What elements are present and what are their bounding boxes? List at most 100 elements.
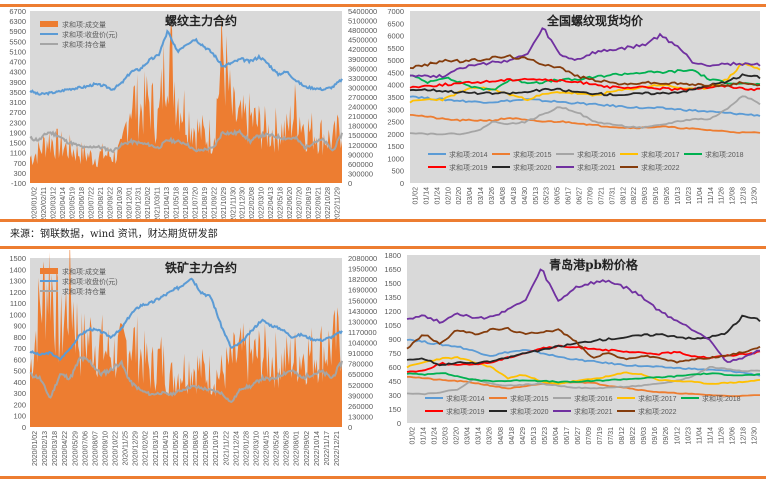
y-tick-label: 1200 — [384, 307, 401, 316]
x-tick-label: 2022/09/02 — [304, 431, 311, 466]
y-right-tick-label: 520000 — [348, 381, 373, 390]
x-tick-label: 05/13 — [533, 187, 540, 205]
y-tick-label: 4000 — [387, 81, 404, 90]
x-tick-label: 2022/05/24 — [274, 431, 281, 466]
x-tick-label: 10/13 — [675, 187, 682, 205]
x-tick-label: 09/16 — [652, 427, 659, 445]
iron-ore-main-svg: 0 100 200 300 400 500 600 700 800 900 1000 1100 1200… — [9, 250, 377, 466]
legend-label: 求和项:2022 — [641, 163, 680, 172]
x-tick-label: 09/03 — [642, 187, 649, 205]
x-tick-label: 2020/08/21 — [98, 187, 105, 220]
x-tick-label: 2020/06/18 — [79, 187, 86, 220]
y-left-tick-label: 100 — [13, 412, 26, 421]
legend-label: 求和项:2019 — [449, 163, 488, 172]
y-right-tick-label: 900000 — [348, 150, 373, 159]
x-tick-label: 2021/11/22 — [223, 431, 230, 466]
y-tick-label: 900 — [388, 335, 401, 344]
x-tick-label: 2022/10/14 — [314, 431, 321, 466]
y-right-tick-label: 1500000 — [348, 131, 377, 140]
source-note: 来源：钢联数据，wind 资讯，财达期货研发部 — [10, 229, 218, 240]
y-right-tick-label: 1300000 — [348, 317, 377, 326]
x-tick-label: 12/18 — [740, 427, 747, 445]
legend-label: 求和项:收盘价(元) — [62, 30, 118, 39]
x-tick-label: 01/02 — [410, 427, 417, 445]
legend-label: 求和项:2018 — [705, 150, 744, 159]
x-tick-label: 04/08 — [500, 187, 507, 205]
x-tick-label: 2020/01/02 — [32, 187, 39, 220]
x-tick-label: 06/27 — [575, 427, 582, 445]
legend-label: 求和项:成交量 — [62, 20, 106, 29]
y-right-tick-label: 2080000 — [348, 254, 377, 263]
series-line — [406, 356, 761, 386]
y-left-tick-label: 1500 — [9, 139, 26, 148]
y-tick-label: 1000 — [387, 154, 404, 163]
x-tick-label: 06/17 — [564, 427, 571, 445]
x-tick-label: 10/23 — [686, 187, 693, 205]
x-tick-label: 12/30 — [752, 187, 759, 205]
chart-title: 青岛港pb粉价格 — [549, 257, 639, 272]
x-tick-label: 05/13 — [531, 427, 538, 445]
x-tick-label: 03/04 — [465, 427, 472, 445]
y-left-tick-label: 2700 — [9, 108, 26, 117]
y-tick-label: 0 — [400, 179, 404, 188]
legend-label: 求和项:2017 — [638, 394, 677, 403]
y-right-tick-label: 3300000 — [348, 74, 377, 83]
x-tick-label: 02/03 — [443, 427, 450, 445]
x-tick-label: 2021/06/30 — [183, 431, 190, 466]
x-tick-label: 2022/05/18 — [278, 187, 285, 220]
y-tick-label: 1500 — [387, 142, 404, 151]
x-tick-label: 01/24 — [432, 427, 439, 445]
iron-ore-main-chart: 0 100 200 300 400 500 600 700 800 900 1000 1100 1200… — [0, 250, 380, 472]
y-tick-label: 5000 — [387, 56, 404, 65]
legend-label: 求和项:2018 — [702, 394, 741, 403]
y-left-tick-label: 300 — [13, 389, 26, 398]
x-tick-label: 2020/10/22 — [113, 431, 120, 466]
y-left-tick-label: 1000 — [9, 310, 26, 319]
chart-title: 铁矿主力合约 — [165, 260, 237, 275]
y-tick-label: 3500 — [387, 93, 404, 102]
x-tick-label: 02/20 — [456, 187, 463, 205]
series-line — [409, 27, 761, 79]
x-tick-label: 2020/04/14 — [60, 187, 67, 220]
volume-area — [30, 15, 342, 183]
y-left-tick-label: 4300 — [9, 68, 26, 77]
y-left-tick-label: 700 — [13, 344, 26, 353]
y-left-tick-label: 300 — [13, 169, 26, 178]
x-tick-label: 09/16 — [653, 187, 660, 205]
chart-title: 全国螺纹现货均价 — [546, 13, 644, 28]
y-left-tick-label: -100 — [11, 179, 26, 188]
x-tick-label: 2022/08/01 — [294, 431, 301, 466]
y-left-tick-label: 900 — [13, 322, 26, 331]
x-tick-label: 03/04 — [467, 187, 474, 205]
x-tick-label: 01/24 — [434, 187, 441, 205]
x-tick-label: 2021/02/02 — [145, 187, 152, 220]
y-tick-label: 2500 — [387, 118, 404, 127]
series-line — [409, 95, 761, 136]
y-right-tick-label: 4200000 — [348, 45, 377, 54]
x-tick-label: 2020/05/19 — [70, 187, 77, 220]
series-line — [409, 114, 761, 134]
y-left-tick-label: 1900 — [9, 128, 26, 137]
x-tick-label: 07/09 — [586, 427, 593, 445]
y-right-tick-label: 1170000 — [348, 328, 377, 337]
y-tick-label: 6500 — [387, 19, 404, 28]
y-right-tick-label: 2700000 — [348, 93, 377, 102]
series-line — [406, 375, 760, 398]
y-left-tick-label: 5500 — [9, 37, 26, 46]
x-tick-label: 11/04 — [696, 427, 703, 444]
x-tick-label: 08/22 — [631, 187, 638, 205]
y-right-tick-label: 4800000 — [348, 26, 377, 35]
y-left-tick-label: 6700 — [9, 8, 26, 16]
y-right-tick-label: 910000 — [348, 349, 373, 358]
y-left-tick-label: 5900 — [9, 27, 26, 36]
x-tick-label: 2022/11/29 — [334, 187, 341, 220]
y-tick-label: 4500 — [387, 68, 404, 77]
x-tick-label: 08/22 — [630, 427, 637, 445]
x-tick-label: 06/05 — [555, 187, 562, 205]
bottom-rule — [0, 476, 766, 479]
y-right-tick-label: 1800000 — [348, 122, 377, 131]
x-tick-label: 2020/09/10 — [102, 431, 109, 466]
x-tick-label: 07/19 — [597, 427, 604, 445]
x-tick-label: 06/04 — [553, 427, 560, 445]
x-tick-label: 2021/05/26 — [173, 431, 180, 466]
